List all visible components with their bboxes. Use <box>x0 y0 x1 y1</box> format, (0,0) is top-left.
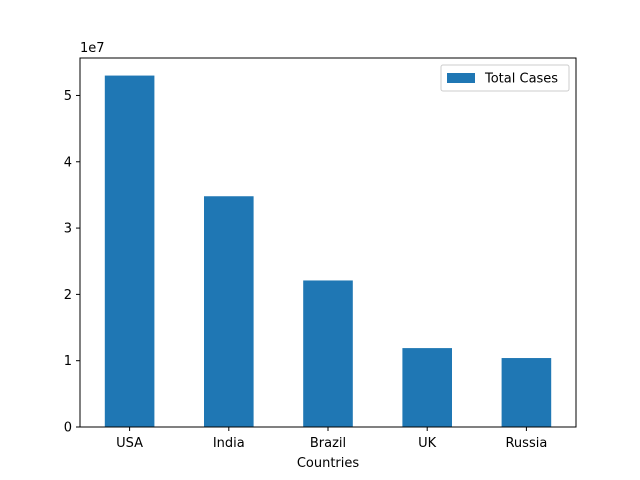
y-tick-label: 2 <box>64 288 72 303</box>
y-tick-label: 1 <box>64 354 72 369</box>
bar-russia <box>501 358 552 427</box>
bar-uk <box>402 348 452 427</box>
y-tick-label: 0 <box>64 421 72 436</box>
bar-brazil <box>303 280 353 427</box>
legend-swatch <box>447 73 475 83</box>
bar-usa <box>104 75 155 428</box>
y-axis-ticks: 0 1 2 3 4 5 <box>64 89 80 436</box>
legend-box <box>440 64 570 92</box>
y-axis-scale-note: 1e7 <box>80 41 105 56</box>
bars-layer <box>104 75 552 428</box>
legend: Total Cases <box>440 64 570 92</box>
y-tick-label: 5 <box>64 89 72 104</box>
x-axis-label: Countries <box>297 456 360 471</box>
x-tick-label: India <box>213 436 245 451</box>
bar-india <box>204 196 254 427</box>
x-tick-label: Russia <box>505 436 547 451</box>
x-tick-label: Brazil <box>310 436 346 451</box>
x-axis-ticks: USA India Brazil UK Russia <box>116 427 547 451</box>
y-tick-label: 3 <box>64 222 72 237</box>
legend-label: Total Cases <box>484 72 558 87</box>
x-tick-label: USA <box>116 436 143 451</box>
y-tick-label: 4 <box>64 155 72 170</box>
x-tick-label: UK <box>418 436 437 451</box>
